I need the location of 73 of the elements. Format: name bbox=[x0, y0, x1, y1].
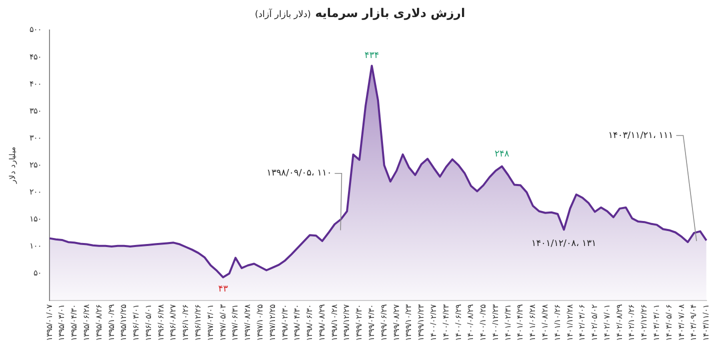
x-tick-label: ۱۳۹۹/۰۲/۳۰ bbox=[354, 304, 364, 342]
x-tick-label: ۱۳۹۷/۰۵/۰۳ bbox=[218, 304, 228, 342]
x-tick-label: ۱۳۹۷/۰۳/۰۱ bbox=[206, 304, 215, 342]
annotation: ۴۳۴ bbox=[364, 51, 380, 62]
x-tick-label: ۱۴۰۳/۰۳/۰۱ bbox=[652, 304, 662, 342]
x-tick-label: ۱۴۰۲/۰۷/۰۱ bbox=[602, 304, 612, 342]
y-tick-label: ۳۰۰ bbox=[30, 133, 42, 142]
y-tick-label: ۴۰۰ bbox=[30, 79, 42, 88]
x-tick-label: ۱۳۹۷/۰۸/۲۸ bbox=[243, 304, 252, 342]
x-tick-label: ۱۴۰۰/۱۰/۲۵ bbox=[478, 304, 488, 342]
x-tick-label: ۱۴۰۰/۰۸/۲۹ bbox=[466, 304, 476, 342]
x-tick-label: ۱۳۹۶/۰۳/۰۱ bbox=[132, 304, 141, 342]
x-tick-label: ۱۴۰۳/۰۹/۰۴ bbox=[689, 304, 698, 342]
x-tick-label: ۱۴۰۱/۰۶/۲۸ bbox=[528, 304, 538, 342]
x-tick-label: ۱۴۰۱/۰۲/۳۱ bbox=[503, 304, 512, 342]
x-tick-label: ۱۳۹۹/۰۶/۲۹ bbox=[379, 304, 388, 342]
annotation: ۱۴۰۱/۱۲/۰۸، ۱۳۱ bbox=[531, 239, 596, 250]
x-tick-label: ۱۴۰۲/۰۳/۰۶ bbox=[578, 304, 587, 342]
annotation: ۱۴۰۳/۱۱/۲۱، ۱۱۱ bbox=[608, 130, 674, 141]
x-tick-label: ۱۴۰۲/۱۰/۲۶ bbox=[627, 304, 636, 342]
x-tick-label: ۱۴۰۳/۰۷/۰۸ bbox=[676, 304, 686, 342]
y-tick-label: ۵۰۰ bbox=[30, 25, 42, 34]
y-tick-label: ۵۰ bbox=[34, 268, 42, 278]
x-tick-label: ۱۳۹۶/۱۲/۲۶ bbox=[194, 304, 203, 342]
x-tick-label: ۱۳۹۹/۰۸/۲۷ bbox=[392, 304, 401, 342]
x-tick-label: ۱۴۰۰/۰۶/۲۹ bbox=[454, 304, 463, 342]
x-tick-label: ۱۴۰۳/۰۵/۰۶ bbox=[664, 304, 674, 342]
annotation: ۱۳۹۸/۰۹/۰۵، ۱۱۰ bbox=[266, 168, 332, 179]
x-tick-label: ۱۳۹۸/۰۶/۳۰ bbox=[305, 304, 314, 342]
x-tick-label: ۱۳۹۷/۱۲/۲۵ bbox=[268, 304, 277, 342]
x-tick-label: ۱۴۰۱/۱۲/۲۸ bbox=[565, 304, 574, 342]
x-tick-label: ۱۳۹۵/۰۱/۰۷ bbox=[44, 304, 54, 342]
x-tick-label: ۱۴۰۲/۱۲/۲۶ bbox=[640, 304, 649, 342]
x-tick-label: ۱۳۹۸/۱۲/۲۷ bbox=[342, 304, 352, 342]
x-tick-label: ۱۳۹۹/۱۰/۲۳ bbox=[404, 304, 414, 342]
annotation: ۴۳ bbox=[218, 284, 228, 295]
x-tick-label: ۱۳۹۵/۱۰/۲۹ bbox=[106, 304, 116, 342]
y-axis-title: میلیارد دلار bbox=[8, 147, 18, 184]
x-tick-label: ۱۳۹۷/۰۶/۳۱ bbox=[230, 304, 240, 342]
x-tick-label: ۱۳۹۵/۰۳/۰۱ bbox=[57, 304, 66, 342]
x-tick-label: ۱۳۹۵/۰۴/۳۰ bbox=[70, 304, 79, 342]
x-tick-label: ۱۳۹۶/۰۸/۲۷ bbox=[168, 304, 178, 342]
x-tick-label: ۱۴۰۱/۰۸/۲۸ bbox=[540, 304, 550, 342]
x-tick-label: ۱۳۹۶/۰۶/۲۸ bbox=[156, 304, 166, 342]
x-tick-label: ۱۳۹۹/۱۲/۲۳ bbox=[416, 304, 426, 342]
y-tick-label: ۳۵۰ bbox=[30, 106, 42, 116]
x-tick-label: ۱۳۹۶/۱۰/۲۶ bbox=[181, 304, 190, 342]
x-tick-label: ۱۴۰۲/۰۸/۲۹ bbox=[614, 304, 624, 342]
x-tick-label: ۱۳۹۸/۰۸/۲۹ bbox=[317, 304, 326, 342]
x-tick-label: ۱۳۹۶/۰۵/۰۱ bbox=[144, 304, 153, 342]
chart-title: ارزش دلاری بازار سرمایه bbox=[315, 6, 466, 20]
y-tick-label: ۴۵۰ bbox=[30, 52, 42, 62]
x-tick-label: ۱۳۹۸/۰۲/۳۰ bbox=[280, 304, 290, 342]
x-tick-label: ۱۴۰۲/۰۵/۰۲ bbox=[590, 304, 600, 342]
x-tick-label: ۱۴۰۰/۰۲/۲۷ bbox=[428, 304, 438, 342]
x-tick-label: ۱۳۹۵/۱۲/۲۵ bbox=[119, 304, 128, 342]
x-tick-label: ۱۴۰۰/۱۲/۲۳ bbox=[490, 304, 500, 342]
x-tick-label: ۱۳۹۵/۰۸/۲۶ bbox=[94, 304, 104, 342]
y-tick-label: ۲۵۰ bbox=[30, 160, 42, 170]
x-tick-label: ۱۳۹۸/۱۰/۲۸ bbox=[330, 304, 339, 342]
chart-subtitle: (دلار بازار آزاد) bbox=[254, 10, 311, 20]
x-tick-label: ۱۴۰۳/۱۱/۰۱ bbox=[702, 304, 711, 342]
x-tick-label: ۱۳۹۹/۰۴/۳۰ bbox=[367, 304, 376, 342]
y-tick-label: ۱۰۰ bbox=[30, 242, 42, 251]
y-tick-label: ۲۰۰ bbox=[30, 188, 42, 197]
x-tick-label: ۱۳۹۵/۰۶/۲۸ bbox=[82, 304, 91, 342]
x-tick-label: ۱۴۰۰/۰۴/۲۳ bbox=[441, 304, 450, 342]
x-tick-label: ۱۴۰۱/۱۰/۲۶ bbox=[552, 304, 562, 342]
x-tick-label: ۱۴۰۱/۰۴/۲۹ bbox=[516, 304, 525, 342]
x-tick-label: ۱۳۹۸/۰۴/۳۰ bbox=[292, 304, 302, 342]
annotation: ۲۴۸ bbox=[494, 150, 510, 160]
y-tick-label: ۱۵۰ bbox=[30, 214, 42, 224]
x-tick-label: ۱۳۹۷/۱۰/۲۵ bbox=[255, 304, 264, 342]
